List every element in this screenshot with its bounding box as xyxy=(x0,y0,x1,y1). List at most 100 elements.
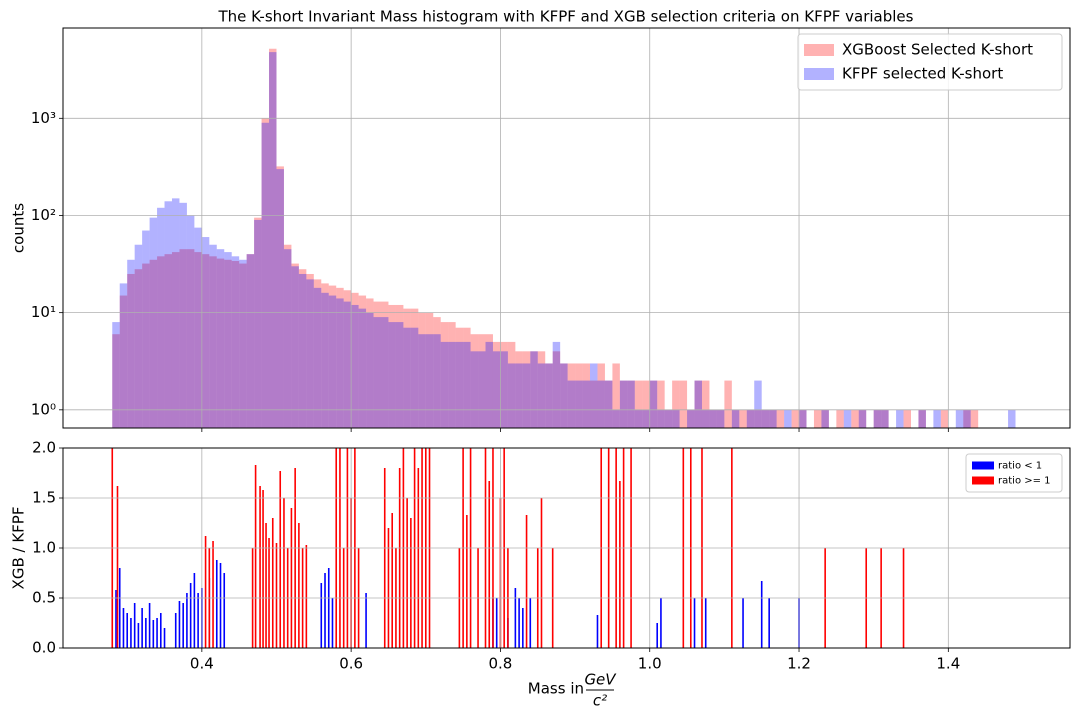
histogram-bar xyxy=(186,215,195,428)
histogram-bar xyxy=(619,380,628,428)
histogram-bar xyxy=(537,363,546,428)
histogram-bar xyxy=(171,198,180,428)
legend-label: ratio >= 1 xyxy=(998,476,1051,487)
histogram-bar xyxy=(590,380,598,428)
y-tick-label: 2.0 xyxy=(32,439,56,457)
histogram-bar xyxy=(597,363,605,428)
histogram-bar xyxy=(321,292,329,428)
ratio-bar xyxy=(189,583,192,648)
ratio-bar xyxy=(324,573,326,648)
histogram-bar xyxy=(739,409,747,428)
histogram-bar xyxy=(701,380,710,428)
histogram-bar xyxy=(455,341,464,428)
ratio-bar xyxy=(619,481,621,648)
histogram-bar xyxy=(918,409,926,428)
histogram-bar xyxy=(940,409,949,428)
ratio-bar xyxy=(522,608,524,648)
histogram-bar xyxy=(269,48,277,428)
histogram-bar xyxy=(433,317,441,428)
histogram-bar xyxy=(664,409,673,428)
ratio-bar xyxy=(760,581,763,648)
ratio-bar xyxy=(283,498,285,648)
histogram-bar xyxy=(283,244,292,428)
histogram-bar xyxy=(881,409,889,428)
ratio-bar xyxy=(193,573,196,648)
ratio-bar xyxy=(159,613,162,648)
ratio-bar xyxy=(182,603,184,648)
histogram-bar xyxy=(522,351,531,428)
histogram-bar xyxy=(410,327,419,428)
ratio-bar xyxy=(197,593,199,648)
ratio-bar xyxy=(116,486,119,648)
ratio-bar xyxy=(262,490,264,648)
histogram-bar xyxy=(425,334,434,428)
histogram-bar xyxy=(209,244,217,428)
histogram-bar xyxy=(604,380,613,428)
histogram-bar xyxy=(306,279,314,428)
ratio-bar xyxy=(133,603,136,648)
histogram-bar xyxy=(761,409,770,428)
histogram-bar xyxy=(873,409,882,428)
histogram-bar xyxy=(500,341,508,428)
histogram-bar xyxy=(858,409,867,428)
histogram-bar xyxy=(164,201,172,428)
legend-box xyxy=(797,33,1063,91)
ratio-bar xyxy=(514,588,517,648)
histogram-bar xyxy=(858,409,867,428)
histogram-bar xyxy=(896,409,904,428)
histogram-bar xyxy=(672,409,680,428)
histogram-bar xyxy=(590,363,598,428)
histogram-bar xyxy=(731,409,740,428)
histogram-bar xyxy=(754,409,762,428)
histogram-bar xyxy=(873,409,882,428)
histogram-bar xyxy=(448,341,456,428)
ratio-bar xyxy=(398,468,401,648)
histogram-bar xyxy=(799,409,807,428)
histogram-bar xyxy=(791,409,800,428)
ratio-bar xyxy=(660,598,662,648)
x-tick-label: 0.6 xyxy=(339,655,363,673)
ratio-bar xyxy=(320,583,323,648)
histogram-bar xyxy=(351,292,359,428)
histogram-bar xyxy=(836,409,844,428)
ratio-bar xyxy=(145,618,147,648)
histogram-bar xyxy=(485,334,493,428)
histogram-bar xyxy=(784,409,792,428)
ratio-bar xyxy=(488,481,491,648)
histogram-bar xyxy=(201,254,210,428)
legend-swatch xyxy=(972,476,994,485)
histogram-bar xyxy=(358,308,367,428)
histogram-bar xyxy=(500,351,508,428)
x-tick-label: 0.4 xyxy=(190,655,214,673)
histogram-bar xyxy=(761,409,770,428)
histogram-bar xyxy=(754,380,762,428)
histogram-bar xyxy=(575,380,583,428)
histogram-bar xyxy=(769,409,777,428)
histogram-bar xyxy=(649,380,658,428)
ratio-bar xyxy=(540,498,543,648)
histogram-bar xyxy=(149,259,158,428)
histogram-bar xyxy=(716,409,725,428)
histogram-bar xyxy=(582,363,591,428)
ratio-bar xyxy=(130,618,132,648)
histogram-bar xyxy=(343,301,352,428)
histogram-bar xyxy=(216,249,225,428)
histogram-bar xyxy=(298,273,307,428)
ratio-bar xyxy=(383,468,386,648)
ratio-bar xyxy=(163,628,166,648)
histogram-bar xyxy=(171,252,180,428)
histogram-bar xyxy=(216,258,225,428)
ratio-bar xyxy=(768,598,770,648)
y-tick-label: 0.0 xyxy=(32,639,56,657)
ratio-bar xyxy=(596,615,599,648)
histogram-bar xyxy=(381,301,389,428)
histogram-bar xyxy=(127,273,135,428)
histogram-bar xyxy=(186,249,195,428)
histogram-bar xyxy=(694,380,702,428)
histogram-bar xyxy=(463,341,471,428)
histogram-bar xyxy=(604,380,613,428)
histogram-bar xyxy=(448,322,456,428)
histogram-bar xyxy=(731,409,740,428)
